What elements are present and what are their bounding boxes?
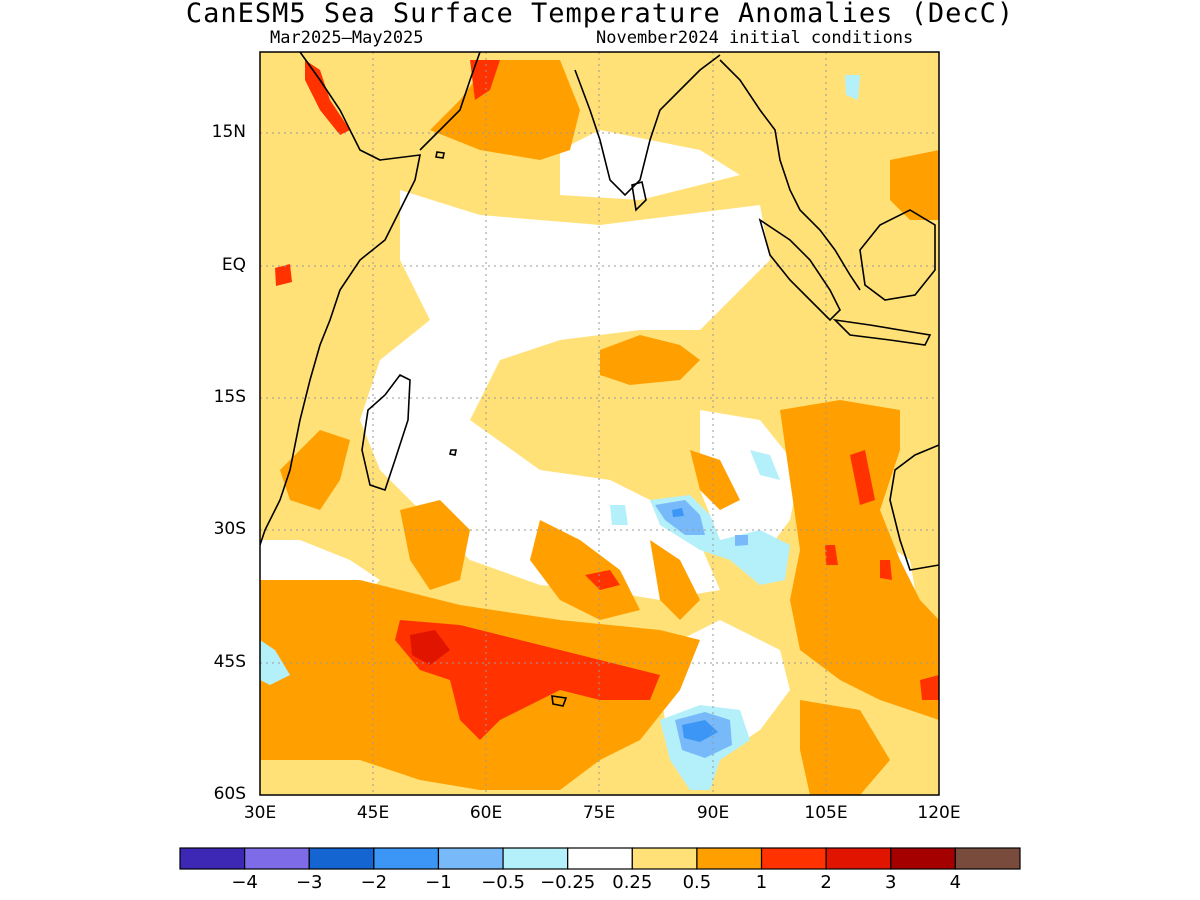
lon-label-45e: 45E	[356, 803, 390, 823]
seychelles-island	[435, 151, 445, 159]
lat-label-60s: 60S	[213, 784, 246, 804]
java	[832, 318, 932, 346]
lon-label-60e: 60E	[469, 803, 503, 823]
colorbar-swatch	[954, 847, 1021, 870]
lat-label-eq: EQ	[221, 255, 246, 275]
india-coastline	[574, 54, 721, 197]
lat-label-15s: 15S	[213, 387, 246, 407]
colorbar-swatch	[890, 847, 956, 870]
colorbar-swatch	[760, 847, 827, 870]
lat-label-15n: 15N	[211, 122, 246, 142]
colorbar-tick-label: −1	[425, 872, 452, 893]
colorbar-swatch	[437, 847, 504, 870]
lat-label-45s: 45S	[213, 652, 246, 672]
madagascar	[361, 373, 411, 492]
lon-label-75e: 75E	[582, 803, 616, 823]
initial-conditions: November2024 initial conditions	[596, 28, 914, 48]
strongest-warm-regions	[410, 630, 450, 665]
colorbar-swatch	[179, 847, 246, 870]
coastlines	[260, 52, 939, 707]
colorbar-tick-label: −4	[231, 872, 258, 893]
strong-warm-regions	[275, 60, 939, 740]
mauritius-island	[449, 449, 457, 456]
strong-cool-regions	[672, 508, 718, 742]
lat-label-30s: 30S	[213, 519, 246, 539]
colorbar-tick-label: −0.25	[540, 872, 596, 893]
colorbar-tick-label: −3	[295, 872, 323, 893]
forecast-period: Mar2025–May2025	[270, 28, 424, 48]
colorbar-tick-label: 4	[949, 872, 962, 893]
colorbar-tick-label: 2	[820, 872, 832, 893]
colorbar-tick-label: 1	[755, 872, 768, 893]
colorbar-tick-label: −2	[360, 872, 388, 893]
lon-label-30e: 30E	[243, 803, 277, 823]
lon-label-105e: 105E	[804, 803, 848, 823]
southeast-asia-coastline	[719, 59, 861, 291]
colorbar-tick-label: −0.5	[481, 872, 525, 893]
colorbar-swatch	[631, 847, 698, 870]
sumatra	[758, 218, 841, 322]
map-title: CanESM5 Sea Surface Temperature Anomalie…	[185, 0, 1015, 29]
australia-coastline	[889, 444, 939, 571]
africa-coastline	[260, 52, 422, 546]
colorbar-swatch	[308, 847, 375, 870]
colorbar-swatch	[825, 847, 892, 870]
lon-label-120e: 120E	[917, 803, 961, 823]
lon-label-90e: 90E	[696, 803, 730, 823]
graticule	[260, 52, 939, 795]
sri-lanka	[631, 180, 647, 212]
colorbar-tick-label: 3	[885, 872, 897, 893]
warm-regions	[260, 60, 939, 795]
colorbar-swatch	[696, 847, 763, 870]
anomaly-field	[260, 52, 939, 795]
colorbar-swatch	[502, 847, 569, 870]
colorbar-swatch	[244, 847, 310, 870]
colorbar-tick-label: 0.5	[682, 872, 712, 893]
borneo	[859, 209, 936, 301]
colorbar-swatch	[373, 847, 440, 870]
arabia-coastline	[419, 52, 481, 151]
plot-frame	[259, 51, 940, 796]
colorbar	[179, 847, 1021, 870]
kerguelen-island	[551, 695, 568, 707]
colorbar-swatch	[567, 847, 633, 870]
colorbar-tick-label: 0.25	[612, 872, 653, 893]
